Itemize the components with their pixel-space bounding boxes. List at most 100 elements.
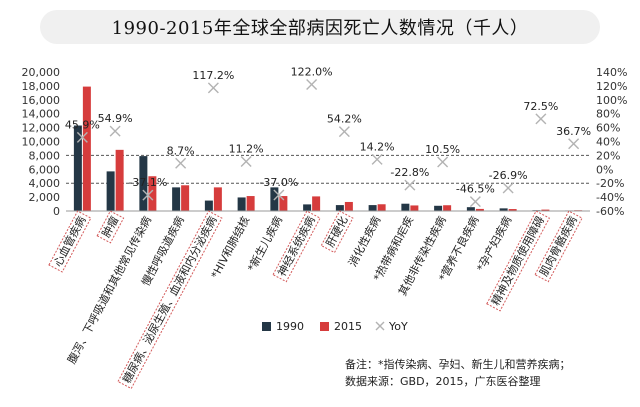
bar-1990 <box>434 205 443 211</box>
yoy-marker <box>76 131 88 143</box>
y-right-tick-label: 100% <box>596 94 627 107</box>
yoy-marker <box>371 153 383 165</box>
category-label: 肝硬化 <box>323 214 351 250</box>
y-right-tick-label: -20% <box>596 177 624 190</box>
category-label: 消化性疾病 <box>345 214 383 269</box>
category-label-box <box>320 210 354 254</box>
y-left-tick-label: 8,000 <box>29 149 61 162</box>
legend-swatch-2015 <box>320 322 329 331</box>
bar-1990 <box>73 125 82 211</box>
yoy-marker <box>338 126 350 138</box>
bar-2015 <box>312 196 321 211</box>
y-right-tick-label: -60% <box>596 205 624 218</box>
category-label-box <box>96 210 125 244</box>
bar-1990 <box>106 171 115 211</box>
bar-1990 <box>204 200 213 211</box>
bar-1990 <box>139 156 148 211</box>
chart-title: 1990-2015年全球全部病因死亡人数情况（千人） <box>111 18 529 39</box>
bar-2015 <box>115 149 124 211</box>
bar-1990 <box>499 208 508 211</box>
yoy-data-label: 45.9% <box>65 118 100 131</box>
y-left-tick-label: 2,000 <box>29 191 61 204</box>
y-left-tick-label: 10,000 <box>22 136 61 149</box>
yoy-data-label: -26.9% <box>489 169 528 182</box>
bar-2015 <box>344 201 353 211</box>
bar-1990 <box>172 187 181 211</box>
bar-1990 <box>303 204 312 211</box>
bar-2015 <box>82 86 91 211</box>
bar-2015 <box>148 176 157 211</box>
yoy-marker <box>207 82 219 94</box>
yoy-marker <box>175 157 187 169</box>
bar-2015 <box>475 208 484 211</box>
category-label: 肿瘤 <box>99 214 122 240</box>
legend-label-yoy: YoY <box>388 320 408 333</box>
bar-2015 <box>541 209 550 211</box>
bar-2015 <box>213 187 222 211</box>
note-line-2: 数据来源：GBD，2015，广东医谷整理 <box>345 375 541 388</box>
yoy-data-label: -37.0% <box>259 176 298 189</box>
bar-1990 <box>335 205 344 211</box>
y-right-tick-label: -40% <box>596 191 624 204</box>
y-left-tick-label: 20,000 <box>22 66 61 79</box>
footnote: 备注：*指传染病、孕妇、新生儿和营养疾病； 数据来源：GBD，2015，广东医谷… <box>345 356 635 390</box>
yoy-data-label: -37.1% <box>128 176 167 189</box>
legend-marker-yoy <box>375 321 385 331</box>
bar-2015 <box>279 196 288 211</box>
yoy-marker <box>142 189 154 201</box>
y-left-tick-label: 4,000 <box>29 177 61 190</box>
category-label-box <box>272 210 321 283</box>
y-left-tick-label: 14,000 <box>22 108 61 121</box>
yoy-marker <box>568 138 580 150</box>
bar-2015 <box>508 209 517 211</box>
category-label-box <box>486 210 551 312</box>
yoy-data-label: 72.5% <box>523 100 558 113</box>
yoy-data-label: 36.7% <box>556 125 591 138</box>
y-right-tick-label: 0% <box>596 163 613 176</box>
bar-1990 <box>401 203 410 211</box>
bar-2015 <box>443 205 452 211</box>
yoy-data-label: 122.0% <box>291 66 333 79</box>
yoy-marker <box>306 79 318 91</box>
y-right-tick-label: 80% <box>596 108 620 121</box>
title-banner: 1990-2015年全球全部病因死亡人数情况（千人） <box>40 10 600 44</box>
yoy-marker <box>502 182 514 194</box>
category-label: 心血管疾病 <box>50 214 88 269</box>
yoy-marker <box>535 113 547 125</box>
yoy-data-label: 8.7% <box>167 144 195 157</box>
bar-2015 <box>181 185 190 211</box>
bar-1990 <box>466 207 475 211</box>
y-left-tick-label: 0 <box>53 205 60 218</box>
y-right-tick-label: 120% <box>596 80 627 93</box>
y-left-tick-label: 6,000 <box>29 163 61 176</box>
yoy-data-label: 54.9% <box>98 112 133 125</box>
bar-1990 <box>237 197 246 211</box>
note-line-1: 备注：*指传染病、孕妇、新生儿和营养疾病； <box>345 358 571 371</box>
y-left-tick-label: 18,000 <box>22 80 61 93</box>
yoy-marker <box>240 156 252 168</box>
y-right-tick-label: 60% <box>596 122 620 135</box>
yoy-marker <box>404 179 416 191</box>
bar-2015 <box>410 205 419 211</box>
yoy-data-label: 117.2% <box>192 69 234 82</box>
bar-2015 <box>246 196 255 211</box>
category-label-box <box>48 210 92 273</box>
y-right-tick-label: 20% <box>596 149 620 162</box>
legend-label-2015: 2015 <box>334 320 362 333</box>
bar-1990 <box>368 205 377 211</box>
legend-swatch-1990 <box>262 322 271 331</box>
y-right-tick-label: 40% <box>596 136 620 149</box>
yoy-data-label: -22.8% <box>390 166 429 179</box>
yoy-data-label: 14.2% <box>360 140 395 153</box>
yoy-marker <box>469 196 481 208</box>
yoy-data-label: 11.2% <box>229 143 264 156</box>
legend-label-1990: 1990 <box>276 320 304 333</box>
yoy-marker <box>437 156 449 168</box>
y-left-tick-label: 12,000 <box>22 122 61 135</box>
y-right-tick-label: 140% <box>596 66 627 79</box>
yoy-marker <box>109 125 121 137</box>
bar-2015 <box>377 204 386 211</box>
y-left-tick-label: 16,000 <box>22 94 61 107</box>
